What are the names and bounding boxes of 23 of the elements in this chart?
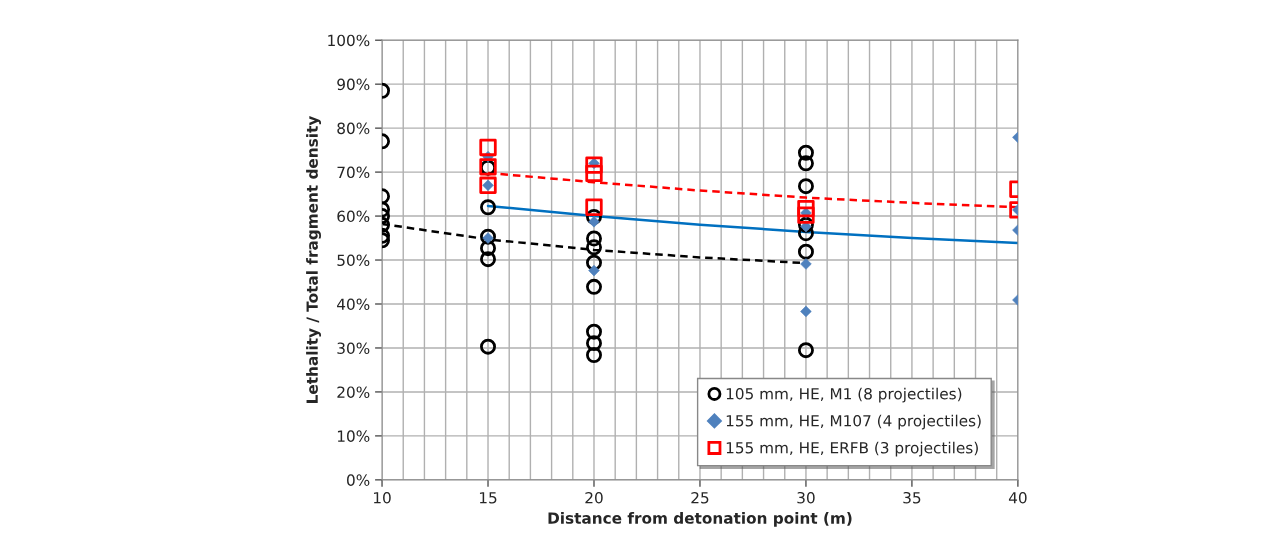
y-axis-title: Lethality / Total fragment density [306,116,321,403]
x-tick-label: 35 [903,491,921,504]
y-tick-label: 30% [337,342,370,354]
x-tick-label: 20 [585,491,603,504]
legend-label: 105 mm, HE, M1 (8 projectiles) [726,387,962,403]
y-tick-label: 100% [328,34,370,47]
legend-label: 155 mm, HE, ERFB (3 projectiles) [726,441,978,457]
x-tick-label: 10 [373,491,391,504]
y-tick-label: 50% [337,254,370,267]
y-tick-label: 60% [337,210,370,223]
y-tick-label: 20% [337,386,370,398]
x-axis-title: Distance from detonation point (m) [548,512,852,527]
y-tick-label: 70% [337,166,370,179]
y-tick-label: 90% [337,78,370,91]
x-tick-label: 15 [479,492,497,504]
y-tick-label: 10% [337,430,370,442]
x-tick-label: 25 [691,491,709,504]
y-tick-label: 0% [347,474,370,486]
y-tick-label: 40% [337,298,370,311]
x-tick-label: 40 [1008,491,1027,504]
y-tick-label: 80% [337,122,370,135]
legend-label: 155 mm, HE, M107 (4 projectiles) [726,414,981,430]
x-tick-label: 30 [797,491,815,504]
